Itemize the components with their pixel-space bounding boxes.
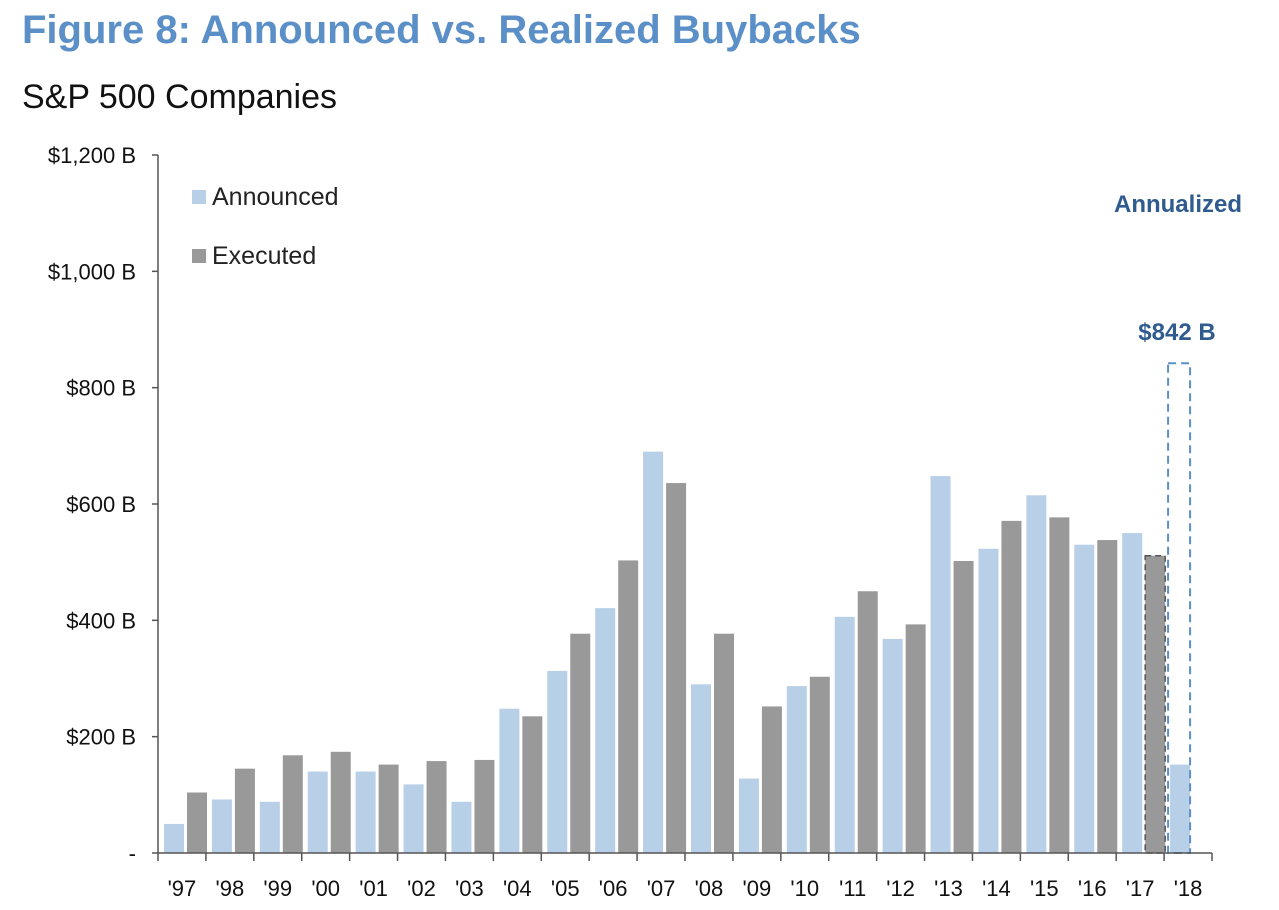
bar-executed-13	[953, 561, 974, 853]
bar-announced-97	[164, 823, 184, 853]
x-tick-label: '02	[407, 876, 436, 901]
y-tick-label: $800 B	[66, 376, 136, 401]
y-tick-label: $600 B	[66, 492, 136, 517]
labels-layer: - $200 B $400 B $600 B $800 B $1,000 B $1,200 …	[48, 143, 1242, 901]
bar-announced-09	[738, 778, 759, 853]
x-tick-label: '16	[1078, 876, 1107, 901]
bar-executed-14	[1001, 520, 1022, 853]
x-tick-label: '98	[216, 876, 245, 901]
axes-layer	[152, 154, 1213, 861]
bar-executed-16	[1097, 540, 1118, 853]
bar-announced-17	[1122, 533, 1143, 853]
bar-executed-08	[714, 633, 734, 853]
bar-executed-97	[187, 792, 207, 853]
x-tick-label: '01	[359, 876, 388, 901]
bar-announced-99	[259, 801, 280, 853]
bar-executed-07	[666, 483, 687, 853]
chart-title: Figure 8: Announced vs. Realized Buyback…	[22, 8, 861, 52]
annualized-label: Annualized	[1114, 191, 1242, 218]
bars-layer	[164, 362, 1192, 854]
bar-executed-03	[474, 759, 495, 853]
bar-announced-00	[307, 771, 328, 853]
bar-announced-04	[499, 708, 520, 853]
chart-subtitle: S&P 500 Companies	[22, 78, 338, 116]
y-tick-label: -	[129, 841, 136, 866]
bar-announced-98	[211, 799, 232, 853]
bar-announced-07	[643, 451, 664, 853]
x-tick-label: '09	[743, 876, 772, 901]
y-tick-label: $1,000 B	[48, 259, 136, 284]
bar-announced-11	[834, 616, 855, 853]
bar-announced-02	[403, 784, 424, 853]
x-tick-label: '99	[263, 876, 292, 901]
x-tick-label: '11	[839, 876, 866, 901]
x-tick-label: '13	[934, 876, 963, 901]
x-tick-label: '12	[886, 876, 915, 901]
legend-swatch-announced	[192, 190, 206, 204]
x-tick-label: '07	[647, 876, 676, 901]
bar-executed-05	[570, 633, 591, 853]
bar-announced-13	[930, 476, 951, 853]
x-tick-label: '03	[455, 876, 484, 901]
bar-executed-00	[330, 751, 351, 853]
x-tick-label: '97	[168, 876, 197, 901]
bar-announced-08	[691, 684, 711, 853]
bar-executed-01	[378, 764, 399, 853]
y-tick-label: $400 B	[66, 608, 136, 633]
y-tick-label: $1,200 B	[48, 143, 136, 168]
bar-executed-99	[282, 755, 303, 853]
legend-label-announced: Announced	[212, 183, 339, 211]
x-tick-label: '17	[1126, 876, 1155, 901]
bar-announced-10	[786, 686, 807, 853]
legend-label-executed: Executed	[212, 242, 316, 270]
x-tick-label: '00	[311, 876, 340, 901]
bar-executed-15	[1049, 517, 1070, 853]
bar-executed-04	[522, 716, 543, 853]
x-tick-label: '14	[982, 876, 1011, 901]
x-tick-label: '10	[790, 876, 819, 901]
x-tick-label: '18	[1174, 876, 1203, 901]
bar-announced-03	[451, 801, 472, 853]
bar-announced-18	[1170, 764, 1191, 853]
bar-executed-12	[905, 624, 926, 853]
bar-executed-02	[426, 761, 447, 853]
bar-announced-12	[882, 638, 903, 853]
bar-announced-05	[547, 670, 568, 853]
bar-announced-06	[595, 608, 616, 853]
bar-announced-01	[355, 771, 376, 853]
x-tick-label: '15	[1030, 876, 1059, 901]
bar-executed-98	[234, 768, 255, 853]
y-tick-label: $200 B	[66, 725, 136, 750]
x-tick-label: '06	[599, 876, 628, 901]
bar-executed-11	[857, 591, 878, 853]
x-tick-label: '05	[551, 876, 580, 901]
x-tick-label: '04	[503, 876, 532, 901]
bar-executed-10	[809, 676, 830, 853]
bar-executed-17	[1144, 555, 1166, 854]
bar-executed-06	[618, 560, 639, 853]
bar-announced-14	[978, 548, 999, 853]
legend-swatch-executed	[192, 249, 206, 263]
bar-executed-09	[761, 706, 782, 853]
bar-announced-16	[1074, 544, 1095, 853]
annualized-value-label: $842 B	[1138, 319, 1215, 346]
bar-announced-15	[1026, 495, 1047, 853]
x-tick-label: '08	[695, 876, 724, 901]
